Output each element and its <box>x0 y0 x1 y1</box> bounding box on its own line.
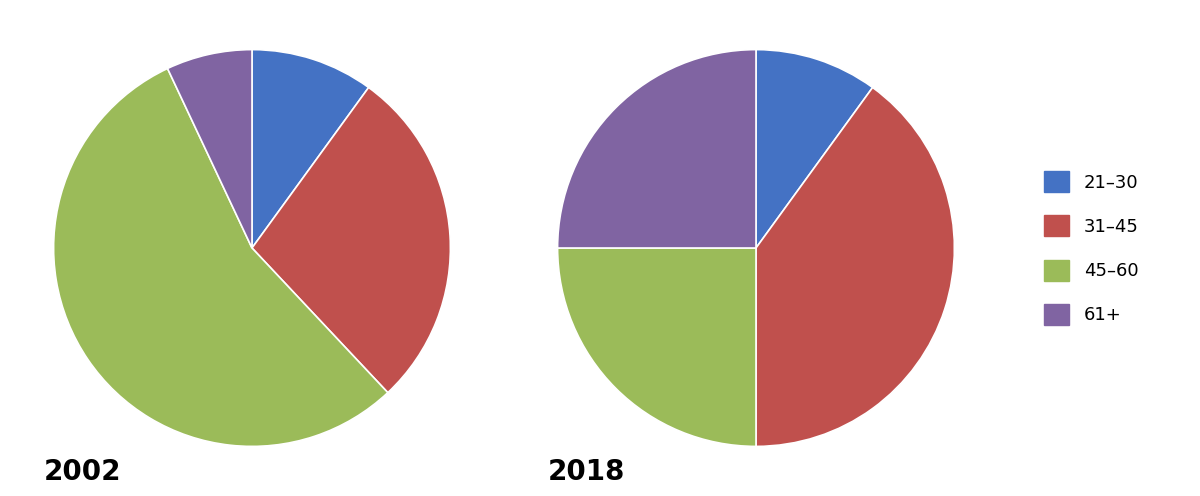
Wedge shape <box>558 50 756 248</box>
Legend: 21–30, 31–45, 45–60, 61+: 21–30, 31–45, 45–60, 61+ <box>1036 162 1147 334</box>
Text: 2018: 2018 <box>547 458 625 486</box>
Text: 2002: 2002 <box>43 458 121 486</box>
Wedge shape <box>756 50 872 248</box>
Wedge shape <box>558 248 756 446</box>
Wedge shape <box>756 87 954 446</box>
Wedge shape <box>168 50 252 248</box>
Wedge shape <box>252 50 368 248</box>
Wedge shape <box>54 68 388 446</box>
Wedge shape <box>252 87 450 393</box>
